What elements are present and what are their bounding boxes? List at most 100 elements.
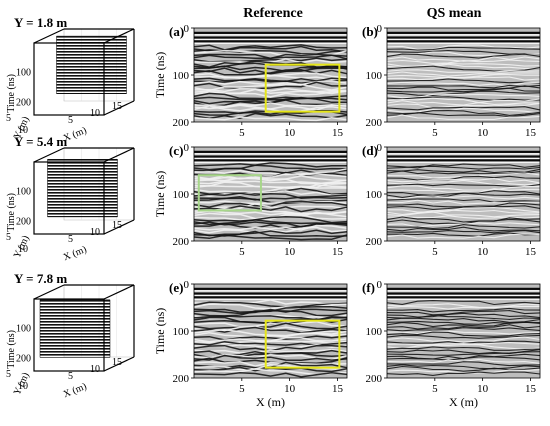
time-tick-label: 0 bbox=[377, 142, 383, 154]
reference-panel: 0 100 200 5 10 15 (e)Time (ns) X (m) bbox=[153, 279, 348, 409]
reflection-line bbox=[193, 348, 348, 354]
reflection-line bbox=[193, 67, 348, 75]
reflection-line bbox=[386, 331, 541, 337]
reflection-line bbox=[386, 356, 541, 361]
time-tick-label: 0 bbox=[377, 279, 383, 291]
cube-edge bbox=[103, 28, 135, 44]
cube-front-face bbox=[33, 42, 105, 116]
reflection-line bbox=[386, 69, 541, 73]
reflection-line bbox=[386, 226, 541, 232]
time-tick-label: 100 bbox=[173, 189, 190, 201]
direct-wave-band-light bbox=[387, 34, 540, 36]
reflection-line bbox=[386, 71, 541, 77]
reflection-line bbox=[386, 230, 541, 234]
reflection-line bbox=[193, 203, 348, 210]
cube-time-label: Time (ns) bbox=[6, 74, 17, 113]
reflection-line bbox=[386, 178, 541, 184]
cube-y-tick-label: 10 bbox=[18, 125, 28, 136]
reflection-line bbox=[193, 74, 348, 80]
reflection-line bbox=[193, 88, 348, 95]
reflection-line bbox=[193, 340, 348, 346]
reflection-line bbox=[193, 44, 348, 51]
panel-label: (d) bbox=[362, 143, 378, 158]
cube-y-tick-label: 10 bbox=[18, 244, 28, 255]
reflection-line bbox=[193, 64, 348, 73]
reflection-line bbox=[386, 300, 541, 306]
cube-edge bbox=[33, 284, 65, 300]
panel-label: (a) bbox=[169, 24, 184, 39]
reflection-line bbox=[193, 90, 348, 98]
cube-slice bbox=[56, 35, 127, 94]
reflection-line bbox=[386, 179, 541, 186]
cube-x-tick-label: 15 bbox=[112, 220, 122, 231]
reflection-line bbox=[193, 69, 348, 76]
x-tick-label: 10 bbox=[477, 246, 489, 258]
reflection-line bbox=[193, 168, 348, 176]
reflection-line bbox=[386, 198, 541, 203]
cube-time-tick-label: 100 bbox=[16, 67, 31, 78]
time-tick-label: 200 bbox=[173, 117, 190, 129]
direct-wave-band bbox=[387, 36, 540, 39]
direct-wave-band bbox=[194, 150, 347, 153]
cube-x-tick-label: 15 bbox=[112, 101, 122, 112]
cube-y-tick-label: 10 bbox=[18, 381, 28, 392]
direct-wave-band bbox=[194, 155, 347, 158]
reflection-line bbox=[193, 186, 348, 194]
time-tick-label: 0 bbox=[184, 23, 190, 35]
reflection-line bbox=[386, 365, 541, 372]
qs-mean-panel: 0 100 200 5 10 15 (d) bbox=[362, 142, 541, 258]
reflection-line bbox=[193, 172, 348, 180]
direct-wave-band-light bbox=[194, 294, 347, 297]
reflection-line bbox=[386, 371, 541, 376]
x-tick-label: 10 bbox=[477, 383, 489, 395]
cube-x-label: X (m) bbox=[62, 244, 89, 263]
direct-wave-band bbox=[194, 159, 347, 162]
direct-wave-band bbox=[194, 36, 347, 39]
reflection-line bbox=[193, 162, 348, 168]
x-tick-label: 5 bbox=[239, 383, 245, 395]
cube-x-tick-label: 10 bbox=[90, 108, 100, 119]
time-tick-label: 100 bbox=[366, 326, 383, 338]
time-tick-label: 100 bbox=[366, 189, 383, 201]
cube-x-tick-label: 5 bbox=[68, 234, 73, 245]
reflection-line bbox=[386, 59, 541, 64]
x-tick-label: 10 bbox=[284, 127, 296, 139]
reflection-line bbox=[386, 165, 541, 170]
reflection-line bbox=[386, 216, 541, 223]
reflection-line bbox=[386, 85, 541, 91]
direct-wave-band-light bbox=[194, 157, 347, 160]
reflection-line bbox=[193, 326, 348, 334]
cube-y-tick-label: 5 bbox=[6, 369, 11, 380]
slice-label: Y = 1.8 m bbox=[14, 15, 67, 30]
time-axis-label: Time (ns) bbox=[153, 308, 167, 355]
panel-label: (e) bbox=[169, 280, 183, 295]
reflection-line bbox=[386, 112, 541, 118]
direct-wave-band bbox=[194, 287, 347, 290]
reflection-line bbox=[386, 232, 541, 237]
reflection-line bbox=[386, 78, 541, 84]
time-tick-label: 100 bbox=[173, 70, 190, 82]
cube-x-tick-label: 5 bbox=[68, 371, 73, 382]
reflection-line bbox=[193, 360, 348, 367]
time-axis-label: Time (ns) bbox=[153, 52, 167, 99]
x-tick-label: 10 bbox=[477, 127, 489, 139]
reflection-line bbox=[386, 84, 541, 89]
reflection-line bbox=[386, 307, 541, 313]
time-tick-label: 100 bbox=[173, 326, 190, 338]
direct-wave-band-light bbox=[387, 161, 540, 164]
direct-wave-band bbox=[194, 40, 347, 43]
reflection-line bbox=[386, 192, 541, 198]
time-tick-label: 0 bbox=[377, 23, 383, 35]
reflection-line bbox=[193, 308, 348, 315]
reflection-line bbox=[193, 222, 348, 230]
cube-x-tick-label: 5 bbox=[68, 115, 73, 126]
reflection-line bbox=[193, 213, 348, 221]
direct-wave-band-light bbox=[387, 42, 540, 45]
cube-edge bbox=[33, 147, 65, 163]
reflection-line bbox=[386, 206, 541, 213]
reflection-line bbox=[193, 102, 348, 108]
reflection-line bbox=[386, 342, 541, 346]
cube-edge bbox=[103, 356, 135, 372]
direct-wave-band bbox=[387, 40, 540, 43]
time-tick-label: 0 bbox=[184, 279, 190, 291]
